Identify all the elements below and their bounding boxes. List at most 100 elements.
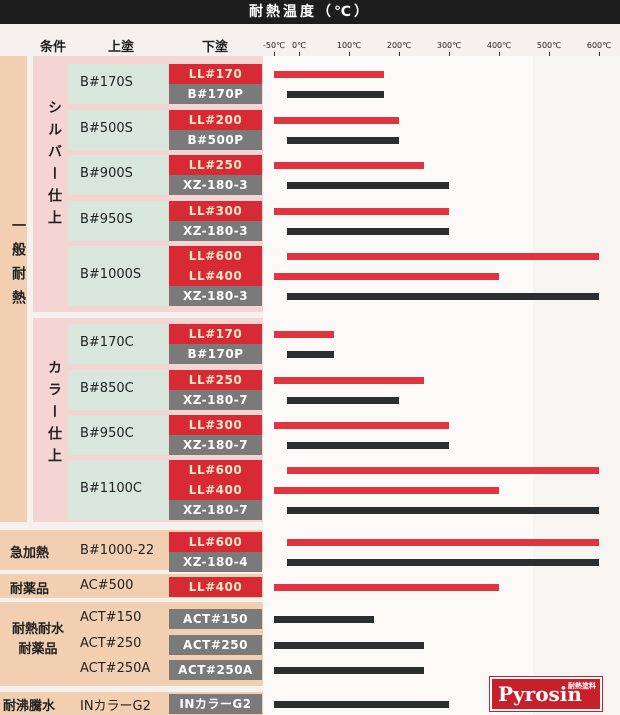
under-coat-cell: LL#200 — [169, 110, 262, 130]
category-general-label: 一般耐熱 — [10, 218, 26, 314]
top-coat-cell — [68, 246, 168, 306]
chart-bar — [287, 228, 449, 235]
top-coat-label: B#170C — [80, 335, 134, 350]
under-coat-cell: LL#300 — [169, 201, 262, 221]
chart-bar — [287, 507, 599, 514]
x-tick-label: -50℃ — [262, 41, 286, 50]
x-tick-mark — [349, 52, 350, 57]
x-tick-label: 100℃ — [336, 41, 362, 50]
x-tick-label: 500℃ — [536, 41, 562, 50]
chart-bar — [274, 584, 499, 591]
x-tick-mark — [499, 52, 500, 57]
under-coat-cell: XZ-180-7 — [169, 390, 262, 410]
top-coat-cell — [68, 155, 168, 195]
chart-bar — [287, 539, 599, 546]
top-coat-label: ACT#250A — [80, 661, 151, 676]
x-tick-label: 200℃ — [386, 41, 412, 50]
logo-subtext: 耐熱塗料 — [568, 682, 596, 690]
under-coat-cell: B#170P — [169, 344, 262, 364]
top-coat-cell — [68, 110, 168, 150]
top-coat-label: B#850C — [80, 381, 134, 396]
chart-bar — [287, 253, 599, 260]
top-coat-label: ACT#250 — [80, 636, 142, 651]
chart-bar — [274, 331, 334, 338]
logo-text: Pyrosin — [498, 682, 582, 706]
top-coat-cell — [68, 324, 168, 364]
under-coat-cell: LL#250 — [169, 155, 262, 175]
top-coat-label: B#170S — [80, 75, 133, 90]
top-coat-label: B#1000-22 — [80, 543, 155, 558]
top-coat-label: B#950C — [80, 426, 134, 441]
chart-bar — [287, 182, 449, 189]
top-coat-label: B#1000S — [80, 267, 142, 282]
header-under-coat: 下塗 — [202, 40, 229, 55]
top-coat-label: B#1100C — [80, 481, 142, 496]
chart-title: 耐熱温度（℃） — [249, 4, 371, 20]
chart-bar — [274, 208, 449, 215]
chart-bar — [287, 137, 399, 144]
chart-bar — [287, 559, 599, 566]
chart-bar — [274, 667, 424, 674]
chart-bar — [274, 377, 424, 384]
under-coat-cell: LL#400 — [169, 266, 262, 286]
header-condition: 条件 — [40, 40, 67, 55]
chart-title-bar: 耐熱温度（℃） — [0, 0, 620, 24]
under-coat-cell: INカラーG2 — [169, 694, 262, 714]
header-top-coat: 上塗 — [108, 40, 135, 55]
category-chemical-label: 耐薬品 — [10, 582, 50, 597]
under-coat-cell: LL#400 — [169, 480, 262, 500]
chart-plot-area-right — [533, 56, 620, 715]
under-coat-cell: LL#400 — [169, 577, 262, 597]
under-coat-cell: XZ-180-4 — [169, 552, 262, 572]
top-coat-label: B#500S — [80, 121, 133, 136]
under-coat-cell: XZ-180-3 — [169, 286, 262, 306]
top-coat-cell — [68, 460, 168, 520]
pyrosin-logo: Pyrosin 耐熱塗料 — [490, 677, 602, 711]
x-tick-mark — [449, 52, 450, 57]
chart-bar — [274, 701, 449, 708]
x-tick-label: 300℃ — [436, 41, 462, 50]
under-coat-cell: LL#600 — [169, 532, 262, 552]
chart-bar — [287, 91, 384, 98]
x-tick-mark — [299, 52, 300, 57]
x-tick-mark — [599, 52, 600, 57]
chart-bar — [274, 273, 499, 280]
chart-bar — [274, 117, 399, 124]
category-general-bg — [0, 56, 27, 522]
chart-bar — [287, 442, 449, 449]
top-coat-label: ACT#150 — [80, 610, 142, 625]
under-coat-cell: LL#600 — [169, 246, 262, 266]
subcategory-color-label: カラー仕上 — [46, 360, 62, 470]
top-coat-label: INカラーG2 — [80, 699, 151, 714]
x-tick-label: 600℃ — [586, 41, 612, 50]
category-boiling-water-label: 耐沸騰水 — [3, 699, 56, 714]
under-coat-cell: LL#170 — [169, 324, 262, 344]
top-coat-cell — [68, 415, 168, 455]
under-coat-cell: LL#300 — [169, 415, 262, 435]
chart-bar — [287, 351, 334, 358]
under-coat-cell: B#500P — [169, 130, 262, 150]
chart-bar — [274, 487, 499, 494]
x-tick-label: 400℃ — [486, 41, 512, 50]
under-coat-cell: B#170P — [169, 84, 262, 104]
chart-bar — [287, 467, 599, 474]
chart-bar — [274, 642, 424, 649]
under-coat-cell: LL#250 — [169, 370, 262, 390]
chart-bar — [274, 422, 449, 429]
x-tick-mark — [549, 52, 550, 57]
subcategory-silver-label: シルバー仕上 — [46, 100, 62, 232]
top-coat-label: AC#500 — [80, 578, 134, 593]
top-coat-label: B#950S — [80, 212, 133, 227]
category-heat-water-chem-label: 耐熱耐水耐薬品 — [11, 622, 64, 657]
under-coat-cell: ACT#250A — [169, 660, 262, 680]
chart-bar — [287, 293, 599, 300]
top-coat-label: B#900S — [80, 166, 133, 181]
chart-bar — [287, 397, 399, 404]
under-coat-cell: ACT#250 — [169, 635, 262, 655]
under-coat-cell: XZ-180-3 — [169, 221, 262, 241]
under-coat-cell: XZ-180-7 — [169, 435, 262, 455]
x-tick-label: 0℃ — [291, 41, 307, 50]
top-coat-cell — [68, 201, 168, 241]
chart-bar — [274, 616, 374, 623]
top-coat-cell — [68, 64, 168, 104]
